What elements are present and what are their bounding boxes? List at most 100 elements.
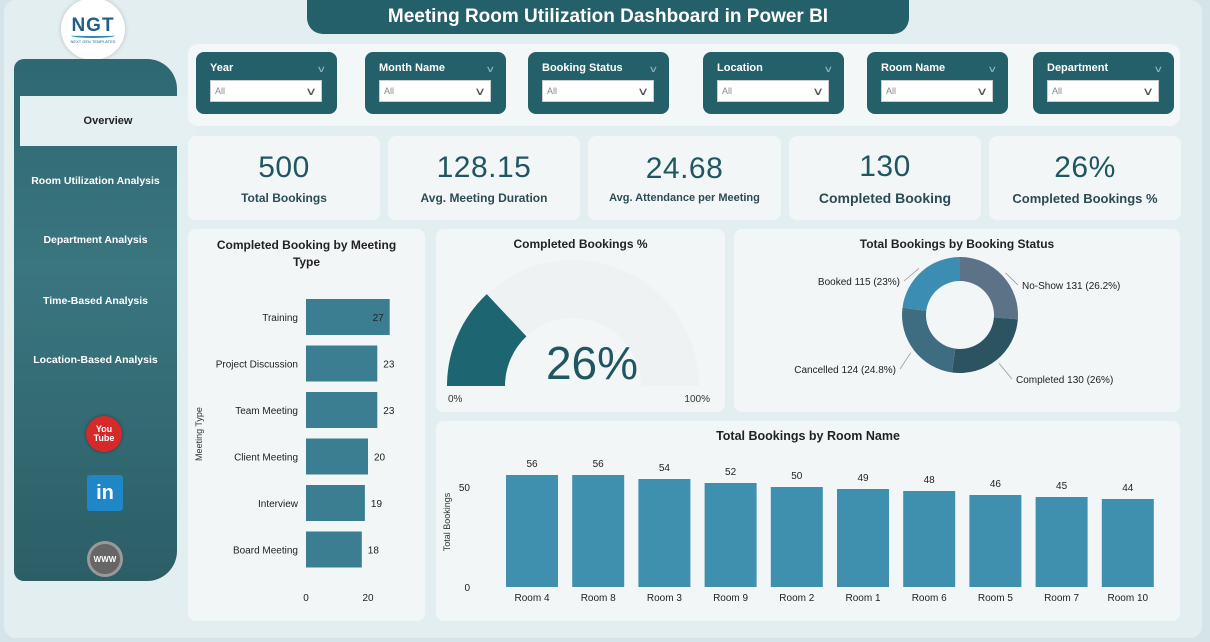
filters-panel: Year ∨ All ∨ Month Name ∨ All ∨ Booking …	[188, 44, 1180, 126]
kpi-total-bookings[interactable]: 500 Total Bookings	[188, 136, 380, 220]
bar	[506, 475, 558, 587]
gauge-min-label: 0%	[448, 394, 463, 405]
logo-subtext: NEXT GEN TEMPLATES	[70, 38, 116, 44]
bar	[306, 531, 362, 568]
nav-time-based-analysis[interactable]: Time-Based Analysis	[42, 295, 149, 307]
filter-year-select[interactable]: All ∨	[210, 80, 322, 102]
kpi-label: Completed Bookings %	[1012, 190, 1158, 206]
filter-room-name-label: Room Name	[881, 62, 946, 74]
filter-room-name-value: All	[886, 86, 897, 96]
category-label: Room 6	[912, 593, 947, 604]
slice-label: Booked 115 (23%)	[818, 277, 900, 288]
nav-location-based-analysis[interactable]: Location-Based Analysis	[33, 354, 158, 366]
x-tick-label: 0	[303, 593, 309, 604]
meeting-type-bar-chart: Meeting Type Training 27 Project Discussio…	[194, 299, 395, 604]
web-globe-icon[interactable]: WWW	[87, 541, 123, 577]
bar	[1035, 497, 1088, 587]
data-label: 18	[368, 546, 380, 557]
nav-department-analysis[interactable]: Department Analysis	[43, 234, 148, 246]
kpi-value: 26%	[1054, 150, 1116, 184]
kpi-completed-booking[interactable]: 130 Completed Booking	[789, 136, 981, 220]
category-label: Project Discussion	[216, 360, 298, 371]
donut-slice	[952, 317, 1018, 373]
data-label: 48	[924, 475, 936, 486]
data-label: 50	[791, 471, 803, 482]
chart-title: Completed Bookings %	[513, 237, 648, 251]
filter-location-label: Location	[717, 62, 763, 74]
bar	[306, 299, 390, 335]
data-label: 56	[526, 459, 538, 470]
nav-room-utilization-analysis[interactable]: Room Utilization Analysis	[31, 175, 160, 187]
nav-overview[interactable]: Overview	[20, 96, 196, 146]
category-label: Room 2	[779, 593, 814, 604]
chevron-down-icon: ∨	[648, 64, 659, 74]
filter-booking-status-select[interactable]: All ∨	[542, 80, 654, 102]
category-label: Room 1	[845, 593, 880, 604]
room-chart-card: Total Bookings by Room Name Total Bookin…	[436, 421, 1180, 621]
donut-slice	[902, 257, 960, 311]
booking-status-donut: No-Show 131 (26.2%) Completed 130 (26%) Ca…	[794, 257, 1120, 386]
chevron-down-icon: ∨	[975, 85, 989, 98]
chart-title: Total Bookings by Room Name	[716, 429, 900, 443]
chevron-down-icon: ∨	[316, 64, 327, 74]
data-label: 46	[990, 479, 1002, 490]
chevron-down-icon: ∨	[304, 85, 318, 98]
filter-booking-status-label: Booking Status	[542, 62, 623, 74]
kpi-avg-attendance[interactable]: 24.68 Avg. Attendance per Meeting	[588, 136, 781, 220]
gauge-value: 26%	[546, 337, 638, 389]
chevron-down-icon: ∨	[987, 64, 998, 74]
youtube-icon[interactable]: You Tube	[86, 416, 122, 452]
sidebar: Overview Room Utilization Analysis Depar…	[14, 59, 196, 581]
gauge-card: Completed Bookings % 26% 0% 100%	[436, 229, 725, 412]
chevron-down-icon: ∨	[1141, 85, 1155, 98]
filter-department-select[interactable]: All ∨	[1047, 80, 1159, 102]
leader-line	[1005, 272, 1019, 286]
category-label: Training	[262, 313, 298, 324]
donut-slice	[902, 307, 956, 373]
youtube-icon-top: You	[95, 424, 113, 434]
filter-location-select[interactable]: All ∨	[717, 80, 829, 102]
chart-title: Total Bookings by Booking Status	[859, 237, 1055, 251]
category-label: Room 7	[1044, 593, 1079, 604]
meeting-type-chart-card: Completed Booking by Meeting Type Meetin…	[188, 229, 425, 621]
y-axis-label: Meeting Type	[194, 407, 204, 461]
kpi-label: Completed Booking	[818, 190, 952, 206]
filter-month-select[interactable]: All ∨	[379, 80, 491, 102]
youtube-icon-bottom: Tube	[93, 433, 115, 443]
filter-room-name: Room Name ∨ All ∨	[867, 52, 1008, 114]
kpi-label: Avg. Meeting Duration	[420, 191, 548, 205]
donut-slice	[960, 257, 1018, 320]
data-label: 56	[593, 459, 605, 470]
filter-booking-status: Booking Status ∨ All ∨	[528, 52, 669, 114]
data-label: 44	[1122, 483, 1134, 494]
bar	[638, 479, 691, 587]
y-tick-label: 0	[464, 583, 470, 594]
kpi-label: Total Bookings	[241, 191, 327, 205]
filter-department-value: All	[1052, 86, 1063, 96]
completed-pct-gauge: 26% 0% 100%	[447, 260, 710, 405]
ngt-logo[interactable]: NGT NEXT GEN TEMPLATES	[61, 0, 125, 60]
bar	[1101, 499, 1154, 587]
room-bar-chart: Total Bookings 0 50 56 Room 4 56 Room 8 54 Room …	[442, 459, 1154, 604]
filter-year: Year ∨ All ∨	[196, 52, 337, 114]
data-label: 54	[659, 463, 671, 474]
chevron-down-icon: ∨	[485, 64, 496, 74]
linkedin-icon[interactable]: in	[87, 475, 123, 511]
category-label: Client Meeting	[234, 453, 298, 464]
bar	[704, 483, 757, 587]
filter-room-name-select[interactable]: All ∨	[881, 80, 993, 102]
chevron-down-icon: ∨	[811, 85, 825, 98]
data-label: 20	[374, 453, 386, 464]
kpi-completed-bookings-pct[interactable]: 26% Completed Bookings %	[989, 136, 1181, 220]
filter-booking-status-value: All	[547, 86, 558, 96]
gauge-max-label: 100%	[684, 394, 710, 405]
y-tick-label: 50	[459, 483, 471, 494]
filter-location-value: All	[722, 86, 733, 96]
bar	[837, 489, 889, 587]
kpi-value: 24.68	[645, 152, 724, 185]
kpi-avg-meeting-duration[interactable]: 128.15 Avg. Meeting Duration	[388, 136, 580, 220]
chart-title: Completed Booking by Meeting Type	[216, 238, 397, 269]
category-label: Team Meeting	[235, 406, 298, 417]
category-label: Room 3	[647, 593, 682, 604]
data-label: 52	[725, 467, 737, 478]
